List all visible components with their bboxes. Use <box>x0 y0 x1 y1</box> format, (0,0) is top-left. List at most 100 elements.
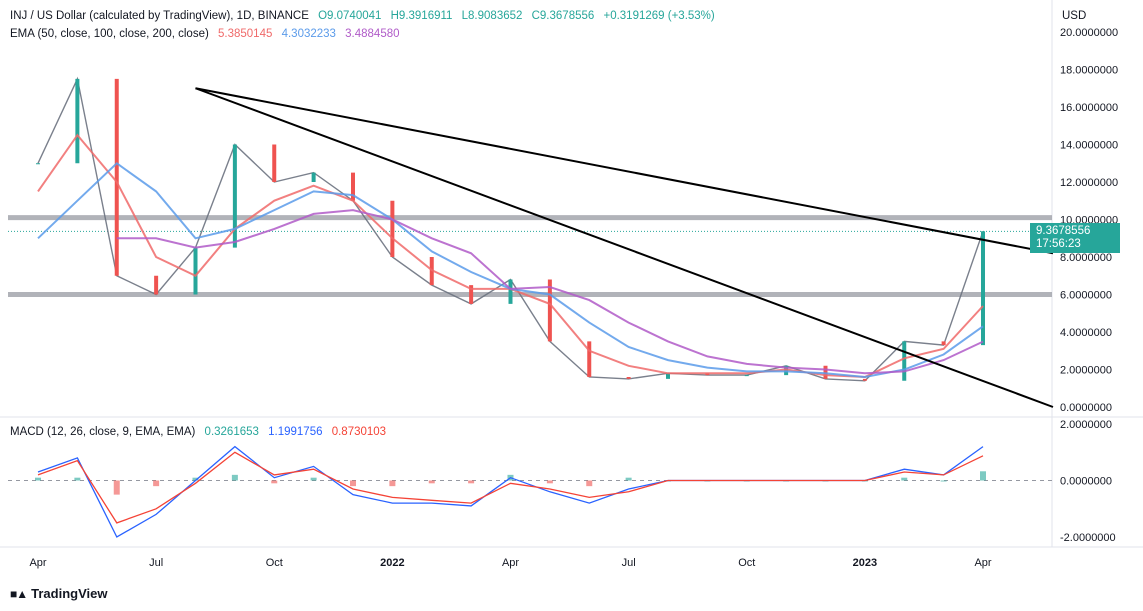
macd-histogram-bar <box>153 480 160 487</box>
price-candle <box>941 341 946 346</box>
macd-line-value: 1.1991756 <box>268 426 323 438</box>
time-tick-label: Apr <box>29 557 46 569</box>
macd-histogram-bar <box>310 477 317 481</box>
price-candle <box>75 78 80 164</box>
price-candle <box>862 378 867 381</box>
open-value: O9.0740041 <box>318 10 382 22</box>
ema50-value: 5.3850145 <box>218 28 273 40</box>
ema100-value: 4.3032233 <box>281 28 336 40</box>
price-candle <box>311 172 316 182</box>
brand-name: TradingView <box>31 586 108 601</box>
price-tick-label: 8.0000000 <box>1060 252 1112 264</box>
macd-label[interactable]: MACD (12, 26, close, 9, EMA, EMA) <box>10 426 196 438</box>
time-tick-label: Oct <box>738 557 755 569</box>
macd-histogram-bar <box>428 480 435 484</box>
ema50-line <box>37 133 984 379</box>
price-candle <box>114 78 119 276</box>
time-axis[interactable]: Apr Jul Oct 2022 Apr Jul Oct 2023 Apr <box>29 557 991 569</box>
price-tick-label: 12.0000000 <box>1060 177 1118 189</box>
macd-line <box>37 445 984 538</box>
macd-histogram-bar <box>468 480 475 484</box>
tradingview-icon: ■▲ <box>10 587 28 601</box>
price-line <box>37 76 984 382</box>
price-tick-label: 20.0000000 <box>1060 27 1118 39</box>
time-tick-label: 2022 <box>380 557 404 569</box>
macd-histogram-bar <box>35 477 41 481</box>
price-candle <box>587 341 592 377</box>
price-candle <box>351 172 355 201</box>
price-candle <box>36 163 40 165</box>
time-tick-label: Jul <box>622 557 636 569</box>
price-candle <box>272 144 277 182</box>
macd-tick-label: 2.0000000 <box>1060 419 1112 431</box>
macd-histogram-bar <box>586 480 593 487</box>
last-price-badge: 9.3678556 17:56:23 <box>1030 223 1120 253</box>
macd-signal-line <box>37 451 984 524</box>
price-tick-label: 0.0000000 <box>1060 402 1112 414</box>
time-tick-label: 2023 <box>853 557 877 569</box>
macd-signal-value: 0.8730103 <box>331 426 387 438</box>
bar-countdown: 17:56:23 <box>1036 238 1081 250</box>
ema200-value: 3.4884580 <box>345 28 400 40</box>
time-tick-label: Oct <box>266 557 283 569</box>
price-line-layer <box>36 76 985 382</box>
price-tick-label: 6.0000000 <box>1060 290 1112 302</box>
macd-hist-value: 0.3261653 <box>204 426 259 438</box>
price-candle <box>193 247 198 295</box>
price-tick-label: 18.0000000 <box>1060 65 1118 77</box>
price-candle <box>154 275 159 295</box>
macd-histogram-bar <box>980 471 986 481</box>
price-candle <box>902 341 907 381</box>
macd-histogram-bar <box>940 480 947 482</box>
currency-label[interactable]: USD <box>1062 10 1087 22</box>
macd-histogram-bar <box>350 480 356 487</box>
macd-histogram-bar <box>74 477 81 481</box>
ema-layer <box>37 133 984 379</box>
price-candle <box>232 144 237 248</box>
price-axis[interactable]: 20.0000000 18.0000000 16.0000000 14.0000000… <box>1060 27 1118 544</box>
trendline[interactable] <box>195 87 1054 255</box>
symbol-legend: INJ / US Dollar (calculated by TradingVi… <box>10 10 721 22</box>
macd-histogram-bar <box>113 480 120 495</box>
price-candle <box>547 279 552 342</box>
time-tick-label: Apr <box>974 557 991 569</box>
tradingview-logo[interactable]: ■▲ TradingView <box>10 586 107 601</box>
macd-histogram-bar <box>901 477 908 481</box>
horizontal-levels[interactable] <box>8 215 1052 297</box>
time-tick-label: Apr <box>502 557 519 569</box>
macd-pane <box>8 445 1052 538</box>
price-candle <box>666 373 670 379</box>
change-value: +0.3191269 (+3.53%) <box>603 10 715 22</box>
ema-label[interactable]: EMA (50, close, 100, close, 200, close) <box>10 28 209 40</box>
ema200-line <box>116 209 984 375</box>
price-candle <box>981 231 985 346</box>
price-tick-label: 4.0000000 <box>1060 327 1112 339</box>
trendline[interactable] <box>195 87 1054 408</box>
price-candle <box>626 377 631 379</box>
price-tick-label: 14.0000000 <box>1060 140 1118 152</box>
time-tick-label: Jul <box>149 557 163 569</box>
macd-histogram-bar <box>546 480 553 484</box>
low-value: L8.9083652 <box>461 10 523 22</box>
macd-tick-label: -2.0000000 <box>1060 532 1116 544</box>
price-candle <box>469 285 474 304</box>
macd-histogram-bar <box>625 477 632 481</box>
macd-legend: MACD (12, 26, close, 9, EMA, EMA) 0.3261… <box>10 426 392 438</box>
trendlines[interactable] <box>195 87 1054 408</box>
grid <box>0 0 1143 548</box>
close-value: C9.3678556 <box>531 10 595 22</box>
macd-histogram-bar <box>192 477 199 481</box>
price-tick-label: 2.0000000 <box>1060 365 1112 377</box>
macd-histogram-bar <box>271 480 278 484</box>
price-candle <box>508 279 513 304</box>
ema100-line <box>37 162 984 379</box>
symbol-title[interactable]: INJ / US Dollar (calculated by TradingVi… <box>10 10 309 22</box>
high-value: H9.3916911 <box>390 10 453 22</box>
price-tick-label: 16.0000000 <box>1060 102 1118 114</box>
macd-tick-label: 0.0000000 <box>1060 476 1112 488</box>
last-price: 9.3678556 <box>1036 225 1091 237</box>
macd-histogram-bar <box>231 474 238 481</box>
macd-histogram-bar <box>389 480 396 487</box>
ema-legend: EMA (50, close, 100, close, 200, close) … <box>10 28 406 40</box>
